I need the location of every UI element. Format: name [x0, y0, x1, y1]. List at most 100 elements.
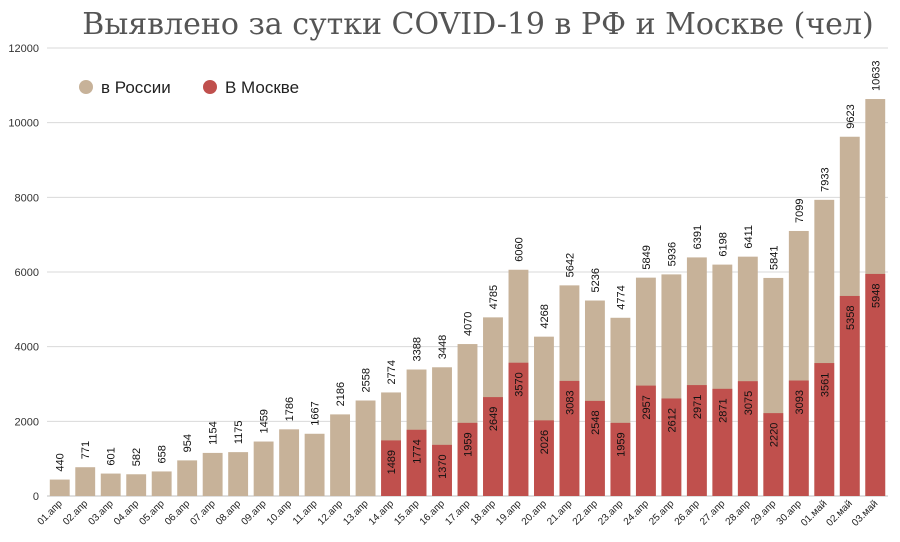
bar-moscow	[712, 388, 733, 496]
y-tick-label: 10000	[8, 118, 39, 130]
value-label-russia: 6391	[692, 225, 704, 249]
bar-moscow	[508, 362, 529, 496]
x-tick-label: 21.апр	[545, 498, 575, 528]
bar-moscow	[559, 380, 580, 496]
x-tick-label: 04.апр	[112, 498, 142, 528]
value-label-russia: 1154	[208, 421, 220, 445]
bar-moscow	[610, 422, 631, 496]
value-label-moscow: 1489	[386, 450, 398, 474]
value-label-russia: 5236	[590, 268, 602, 292]
bar-russia	[100, 473, 121, 496]
value-label-moscow: 2957	[641, 395, 653, 419]
bar-russia	[75, 467, 96, 496]
x-tick-label: 10.апр	[265, 498, 295, 528]
value-label-moscow: 1959	[615, 432, 627, 456]
value-label-russia: 7933	[819, 167, 831, 191]
x-tick-label: 12.апр	[316, 498, 346, 528]
bar-russia	[177, 460, 198, 496]
legend-swatch-moscow	[203, 80, 217, 94]
value-label-moscow: 2220	[768, 423, 780, 447]
bar-russia	[49, 479, 70, 496]
x-tick-label: 03.май	[850, 498, 880, 528]
x-tick-label: 18.апр	[469, 498, 499, 528]
value-label-russia: 5849	[641, 245, 653, 269]
x-tick-label: 09.апр	[239, 498, 269, 528]
x-tick-label: 13.апр	[341, 498, 371, 528]
value-label-moscow: 2548	[590, 410, 602, 434]
value-label-russia: 5642	[564, 253, 576, 277]
value-label-russia: 582	[131, 448, 143, 466]
value-label-moscow: 1774	[412, 439, 424, 463]
bar-russia	[304, 433, 325, 496]
x-tick-label: 28.апр	[724, 498, 754, 528]
bar-russia	[151, 471, 172, 496]
legend-swatch-russia	[79, 80, 93, 94]
value-label-russia: 9623	[845, 104, 857, 128]
bar-moscow	[661, 398, 682, 496]
y-tick-label: 2000	[15, 416, 39, 428]
bar-moscow	[737, 381, 758, 496]
bar-moscow	[584, 400, 605, 496]
bar-moscow	[457, 422, 478, 496]
x-tick-label: 23.апр	[596, 498, 626, 528]
bar-russia	[202, 452, 223, 496]
x-tick-label: 19.апр	[494, 498, 524, 528]
x-tick-label: 14.апр	[367, 498, 397, 528]
value-label-russia: 6060	[513, 237, 525, 261]
value-label-russia: 6198	[717, 232, 729, 256]
x-tick-label: 25.апр	[647, 498, 677, 528]
value-label-russia: 601	[106, 447, 118, 465]
x-tick-label: 02.апр	[61, 498, 91, 528]
value-label-russia: 2774	[386, 360, 398, 384]
bar-russia	[126, 474, 147, 496]
bar-moscow	[381, 440, 401, 496]
x-tick-label: 06.апр	[163, 498, 193, 528]
y-tick-label: 8000	[15, 192, 39, 204]
value-label-moscow: 2649	[488, 407, 500, 431]
value-label-russia: 4774	[615, 285, 627, 309]
value-label-moscow: 5358	[845, 305, 857, 329]
value-label-moscow: 2971	[692, 395, 704, 419]
x-tick-label: 17.апр	[443, 498, 473, 528]
bar-moscow	[483, 397, 503, 496]
value-label-moscow: 1959	[463, 432, 475, 456]
bar-moscow	[763, 413, 784, 496]
x-tick-label: 01.апр	[36, 498, 66, 528]
value-label-moscow: 3083	[564, 390, 576, 414]
value-label-russia: 954	[182, 434, 194, 452]
x-tick-label: 30.апр	[775, 498, 805, 528]
x-tick-label: 05.апр	[137, 498, 167, 528]
value-label-russia: 2186	[335, 382, 347, 406]
value-label-russia: 440	[55, 453, 67, 471]
bar-moscow	[635, 385, 656, 496]
value-label-russia: 5936	[666, 242, 678, 266]
bar-moscow	[432, 444, 452, 496]
value-label-moscow: 2026	[539, 430, 551, 454]
bar-moscow	[839, 295, 860, 496]
legend-label-russia: в России	[101, 78, 171, 97]
x-tick-label: 08.апр	[214, 498, 244, 528]
value-label-russia: 7099	[794, 198, 806, 222]
x-tick-label: 15.апр	[392, 498, 422, 528]
value-label-moscow: 3570	[513, 372, 525, 396]
x-tick-label: 24.апр	[622, 498, 652, 528]
bar-moscow	[814, 363, 835, 496]
x-tick-label: 11.апр	[291, 498, 320, 527]
value-label-russia: 771	[80, 441, 92, 459]
bars: 440 771 601 582 658 954 1154 1175 1459 1786 1667 21…	[49, 60, 886, 497]
value-label-russia: 5841	[768, 245, 780, 269]
value-label-russia: 4268	[539, 304, 551, 328]
value-label-russia: 1667	[310, 401, 322, 425]
value-label-russia: 2558	[361, 368, 373, 392]
value-label-moscow: 2871	[717, 398, 729, 422]
value-label-moscow: 2612	[666, 408, 678, 432]
value-label-moscow: 5948	[870, 283, 882, 307]
x-tick-label: 22.апр	[571, 498, 601, 528]
bar-moscow	[788, 380, 809, 496]
legend: в России В Москве	[79, 78, 299, 97]
bar-russia	[279, 429, 300, 496]
x-tick-label: 26.апр	[673, 498, 703, 528]
value-label-russia: 3448	[437, 335, 449, 359]
y-tick-label: 4000	[15, 342, 39, 354]
